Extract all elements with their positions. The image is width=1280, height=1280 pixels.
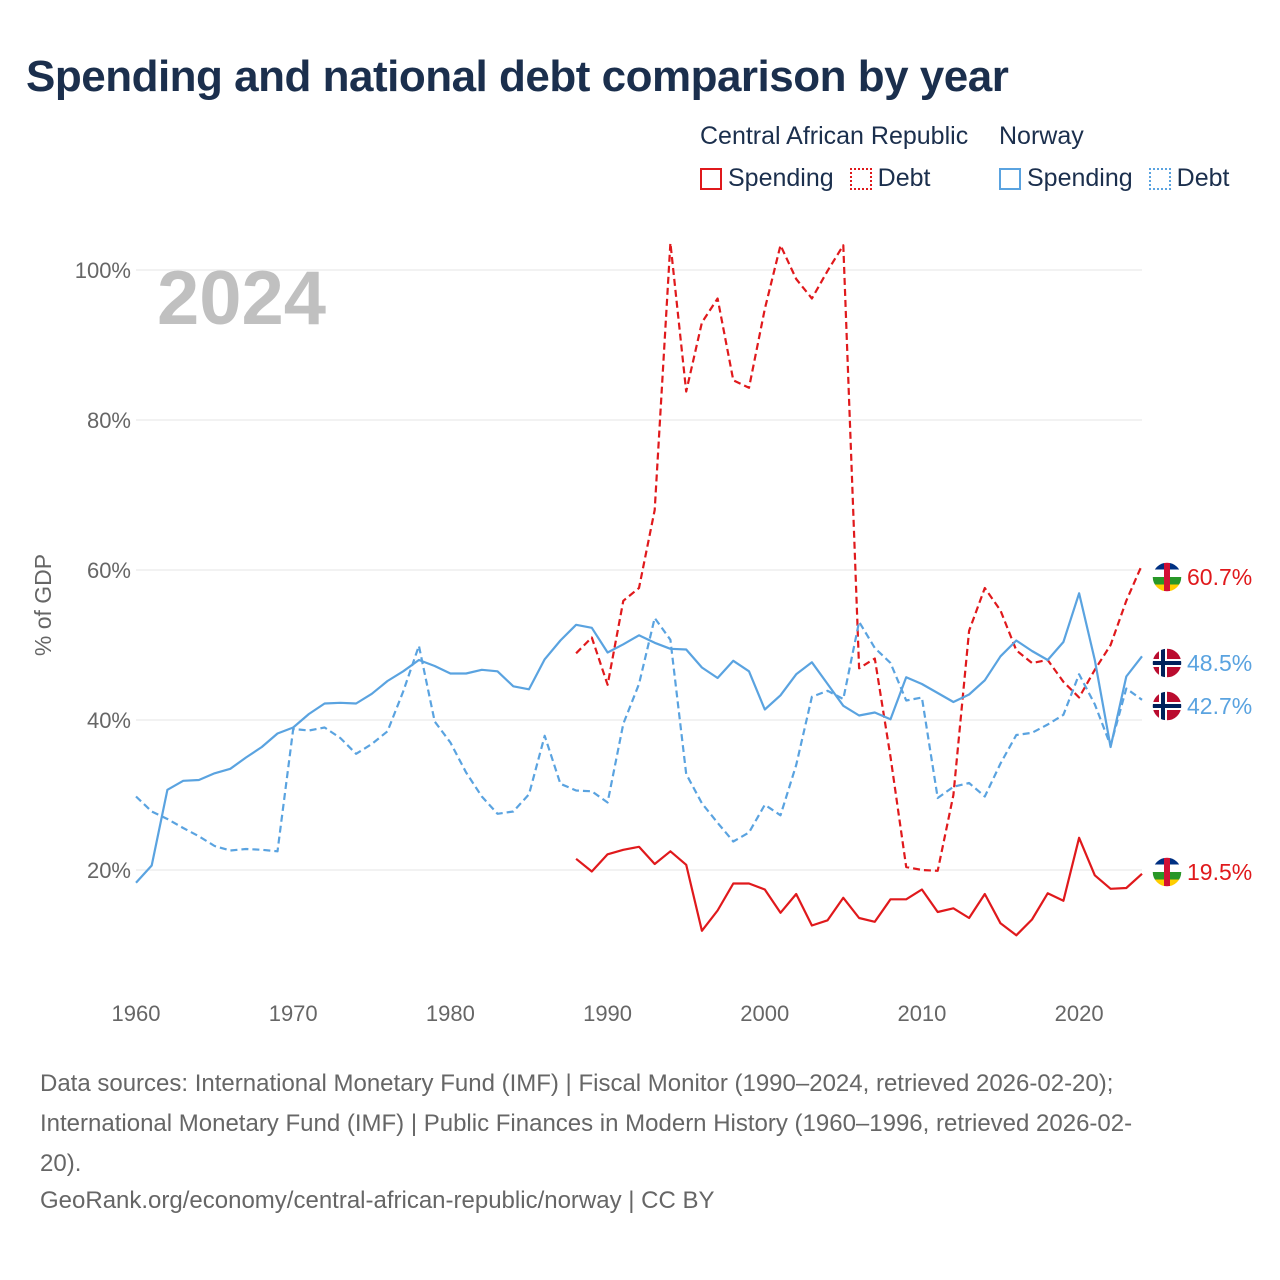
end-value-label: 42.7% — [1187, 693, 1252, 719]
series-line-central-african-republic-spending[interactable] — [575, 836, 1143, 937]
y-axis-label: % of GDP — [30, 554, 56, 656]
y-axis: 20% 40% 60% 80% 100% — [75, 258, 131, 883]
x-tick-label: 1980 — [426, 1001, 475, 1026]
chart-title: Spending and national debt comparison by… — [26, 52, 1009, 101]
legend-norway-spending[interactable]: Spending — [999, 164, 1133, 193]
x-axis: 1960 1970 1980 1990 2000 2010 2020 — [112, 1001, 1104, 1026]
legend-country-car: Central African Republic — [700, 122, 969, 150]
legend-car-items: Spending Debt — [700, 164, 946, 193]
x-tick-label: 2020 — [1055, 1001, 1104, 1026]
x-tick-label: 1990 — [583, 1001, 632, 1026]
end-labels: 19.5% 60.7% 48.5% 42.7% — [1151, 561, 1252, 888]
series-line-central-african-republic-debt[interactable] — [575, 241, 1144, 872]
norway-flag-icon — [1151, 647, 1183, 679]
y-tick-label: 40% — [87, 708, 131, 733]
norway-flag-icon — [1151, 690, 1183, 722]
legend-swatch-dotted — [1148, 167, 1171, 190]
legend-country-norway: Norway — [999, 122, 1084, 150]
legend-swatch-dotted — [849, 167, 872, 190]
legend-swatch-solid — [999, 167, 1021, 190]
x-tick-label: 2010 — [897, 1001, 946, 1026]
footer-sources-line1: Data sources: International Monetary Fun… — [40, 1070, 1114, 1097]
footer-sources-line3: 20). — [40, 1150, 82, 1177]
end-value-label: 60.7% — [1187, 564, 1252, 590]
legend-car-spending-label: Spending — [728, 164, 834, 192]
legend-car-debt-label: Debt — [877, 164, 931, 192]
x-tick-label: 2000 — [740, 1001, 789, 1026]
year-watermark: 2024 — [157, 256, 326, 341]
y-tick-label: 100% — [75, 258, 131, 283]
series-line-norway-spending[interactable] — [135, 592, 1143, 884]
legend-car-debt[interactable]: Debt — [849, 164, 931, 193]
legend-norway-spending-label: Spending — [1027, 164, 1133, 192]
car-flag-icon — [1151, 561, 1183, 593]
y-tick-label: 20% — [87, 858, 131, 883]
grid-layer — [136, 269, 1142, 871]
legend-norway-debt[interactable]: Debt — [1148, 164, 1230, 193]
line-chart: 20% 40% 60% 80% 100% 1960 1970 1980 1990 2000 201… — [30, 241, 1252, 1026]
y-tick-label: 60% — [87, 558, 131, 583]
legend-swatch-solid — [700, 167, 722, 190]
y-tick-label: 80% — [87, 408, 131, 433]
car-flag-icon — [1151, 856, 1183, 888]
series-line-norway-debt[interactable] — [135, 616, 1143, 853]
footer-credit-link[interactable]: GeoRank.org/economy/central-african-repu… — [40, 1187, 715, 1214]
legend-car-spending[interactable]: Spending — [700, 164, 834, 193]
end-value-label: 19.5% — [1187, 859, 1252, 885]
footer-sources-line2: International Monetary Fund (IMF) | Publ… — [40, 1110, 1133, 1137]
series-layer — [135, 241, 1144, 937]
x-tick-label: 1960 — [112, 1001, 161, 1026]
x-tick-label: 1970 — [269, 1001, 318, 1026]
legend-norway-items: Spending Debt — [999, 164, 1229, 193]
legend-norway-debt-label: Debt — [1176, 164, 1230, 192]
end-value-label: 48.5% — [1187, 650, 1252, 676]
